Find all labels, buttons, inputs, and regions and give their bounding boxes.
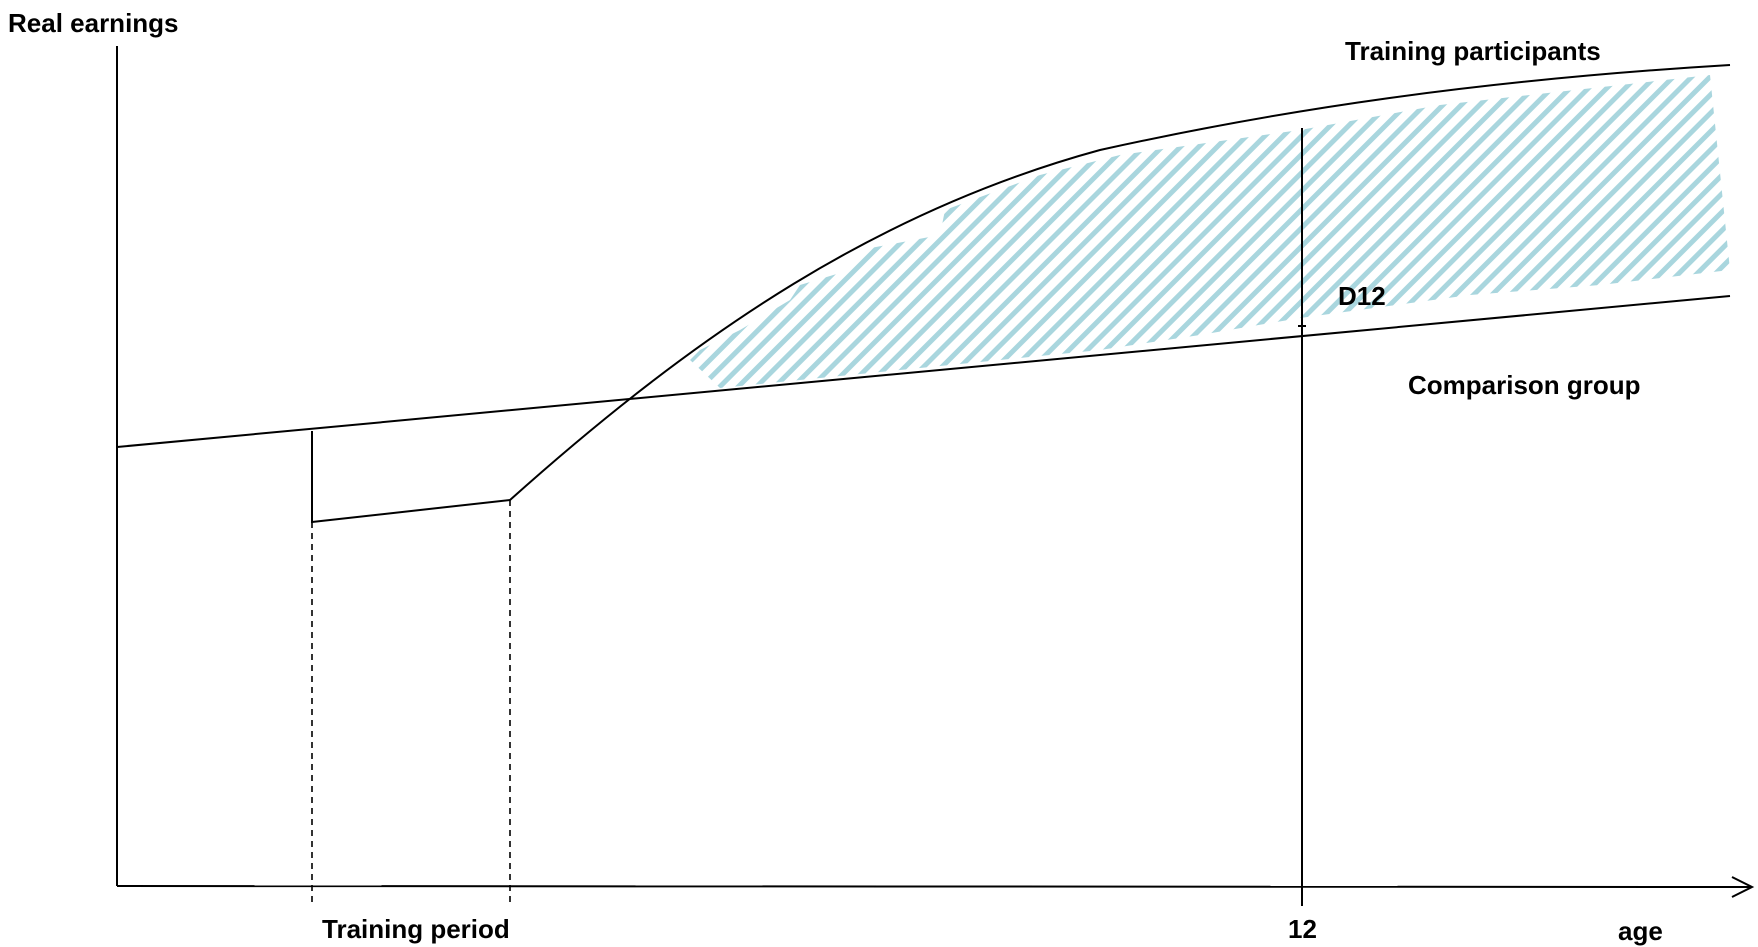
comparison-group-line bbox=[116, 295, 1731, 448]
training-participants-line bbox=[509, 64, 1731, 501]
training-period-label: Training period bbox=[322, 914, 510, 944]
y-axis-label: Real earnings bbox=[8, 8, 179, 38]
training-dip-segment bbox=[311, 431, 511, 524]
x-axis-label: age bbox=[1618, 916, 1663, 946]
x-axis-arrowhead bbox=[1731, 876, 1755, 898]
training-participants-label: Training participants bbox=[1345, 36, 1601, 66]
comparison-group-label: Comparison group bbox=[1408, 370, 1641, 400]
x-axis bbox=[116, 885, 1751, 888]
difference-label: D12 bbox=[1338, 281, 1386, 311]
tick-label-12: 12 bbox=[1288, 914, 1317, 944]
earnings-gain-area bbox=[690, 75, 1730, 388]
